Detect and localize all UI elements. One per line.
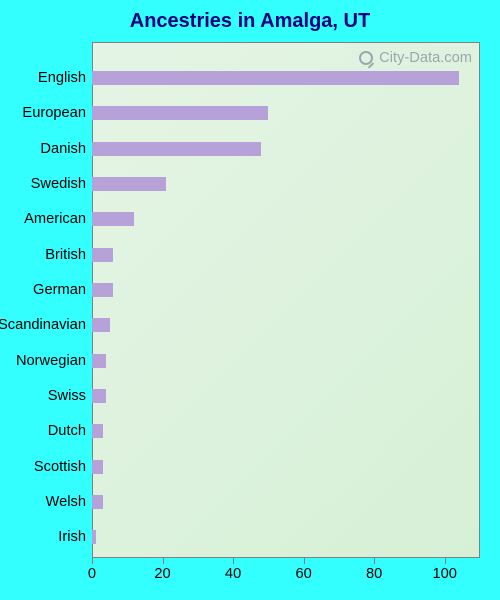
bar (92, 248, 113, 262)
y-label: European (22, 105, 86, 121)
y-label: Swiss (48, 388, 86, 404)
x-tick-label: 80 (366, 566, 382, 582)
bar (92, 318, 110, 332)
y-label: Scottish (34, 459, 86, 475)
bar (92, 71, 459, 85)
bar (92, 460, 103, 474)
x-tick-label: 100 (432, 566, 456, 582)
bar (92, 212, 134, 226)
x-tick-label: 0 (88, 566, 96, 582)
bar (92, 424, 103, 438)
y-label: British (45, 247, 86, 263)
x-tick (163, 558, 164, 564)
y-label: Danish (40, 141, 86, 157)
bar (92, 354, 106, 368)
bar (92, 106, 268, 120)
x-tick (92, 558, 93, 564)
page-background: Ancestries in Amalga, UT City-Data.com 0… (0, 0, 500, 600)
x-tick-label: 60 (295, 566, 311, 582)
bar (92, 530, 96, 544)
y-label: American (24, 211, 86, 227)
watermark-text: City-Data.com (379, 50, 472, 66)
bar (92, 177, 166, 191)
search-icon (359, 51, 373, 65)
y-label: German (33, 282, 86, 298)
bar (92, 283, 113, 297)
watermark: City-Data.com (359, 50, 472, 66)
y-label: Dutch (48, 423, 86, 439)
y-label: Swedish (31, 176, 86, 192)
bar (92, 389, 106, 403)
chart-title: Ancestries in Amalga, UT (0, 10, 500, 33)
x-tick (374, 558, 375, 564)
x-tick-label: 20 (154, 566, 170, 582)
y-label: Scandinavian (0, 317, 86, 333)
x-tick (233, 558, 234, 564)
x-tick-label: 40 (225, 566, 241, 582)
y-label: English (38, 70, 86, 86)
x-tick (304, 558, 305, 564)
plot-area: City-Data.com 020406080100EnglishEuropea… (92, 42, 480, 558)
y-label: Irish (58, 529, 86, 545)
bar (92, 142, 261, 156)
x-tick (445, 558, 446, 564)
y-label: Norwegian (16, 353, 86, 369)
bar (92, 495, 103, 509)
y-label: Welsh (46, 494, 86, 510)
